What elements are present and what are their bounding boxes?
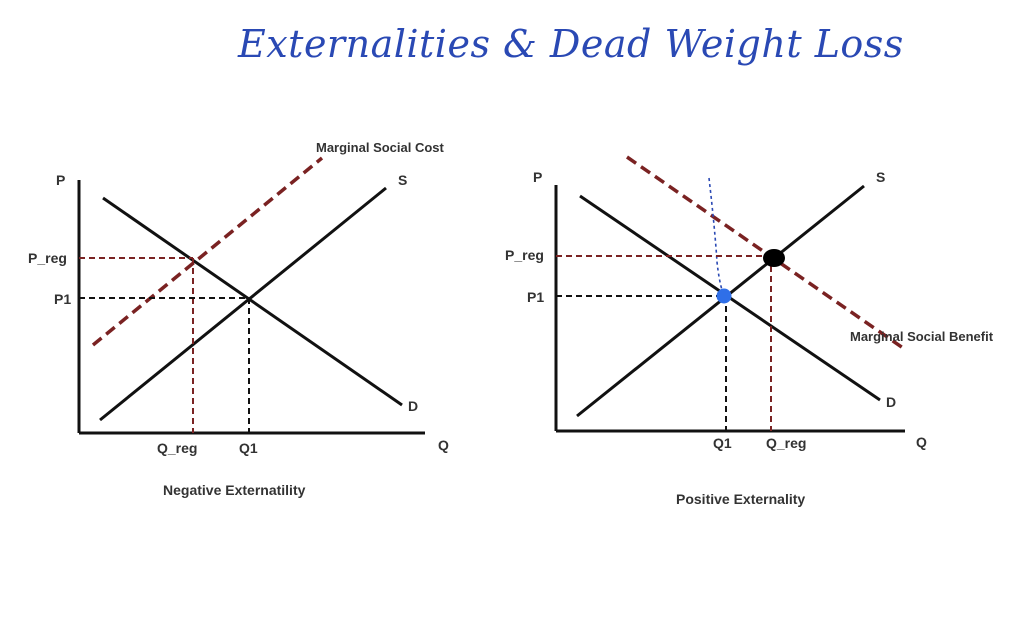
pos-axis-y-label: P	[533, 169, 542, 185]
page-title: Externalities & Dead Weight Loss	[238, 22, 904, 66]
neg-q-reg-label: Q_reg	[157, 440, 197, 456]
pos-marginal-social-benefit-curve	[626, 155, 907, 352]
pos-axis-x-label: Q	[916, 434, 927, 450]
neg-supply-curve	[99, 186, 387, 422]
neg-caption: Negative Externatility	[163, 482, 306, 498]
neg-p-reg-label: P_reg	[28, 250, 67, 266]
neg-axis-y-label: P	[56, 172, 65, 188]
neg-axis-x-label: Q	[438, 437, 449, 453]
neg-social-cost-label: Marginal Social Cost	[316, 140, 445, 155]
positive-externality-graph: P Q S D Marginal Social Benefit P_reg P1…	[505, 155, 994, 507]
pos-market-equilibrium-dot	[716, 288, 732, 304]
neg-p1-label: P1	[54, 291, 71, 307]
pos-supply-label: S	[876, 169, 885, 185]
pos-blue-pen-stroke	[708, 177, 723, 291]
pos-p-reg-label: P_reg	[505, 247, 544, 263]
pos-social-benefit-label: Marginal Social Benefit	[850, 329, 994, 344]
pos-demand-label: D	[886, 394, 896, 410]
neg-q1-label: Q1	[239, 440, 258, 456]
pos-q1-label: Q1	[713, 435, 732, 451]
neg-marginal-social-cost-curve	[91, 156, 324, 347]
negative-externality-graph: P Q S D Marginal Social Cost P_reg P1 Q_…	[28, 140, 449, 498]
neg-demand-label: D	[408, 398, 418, 414]
neg-supply-label: S	[398, 172, 407, 188]
pos-p1-label: P1	[527, 289, 544, 305]
pos-caption: Positive Externality	[676, 491, 805, 507]
neg-demand-curve	[102, 196, 403, 407]
pos-social-optimum-dot	[763, 249, 785, 267]
pos-q-reg-label: Q_reg	[766, 435, 806, 451]
